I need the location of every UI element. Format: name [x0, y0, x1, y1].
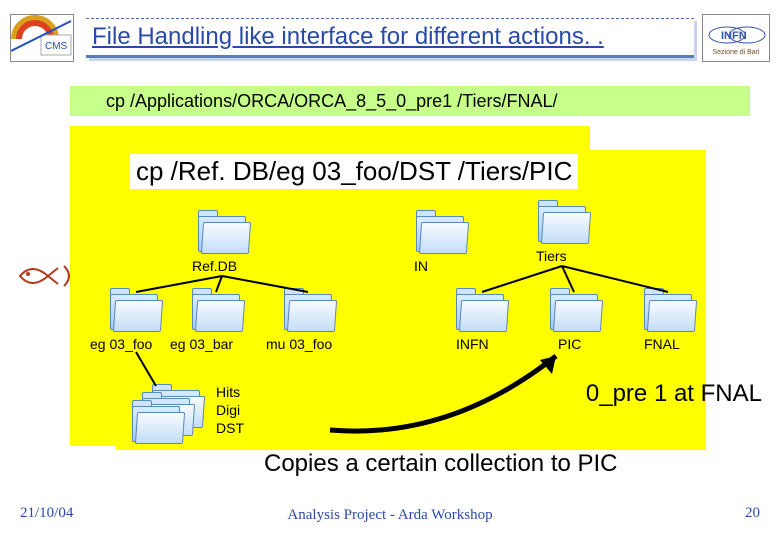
label-infn: INFN: [456, 336, 489, 352]
folder-pic: [548, 290, 604, 332]
folder-refdb: [196, 212, 252, 254]
caption-fnal: 0_pre 1 at FNAL: [586, 380, 762, 408]
cmd-bar-app: cp /Applications/ORCA/ORCA_8_5_0_pre1 /T…: [70, 86, 750, 116]
label-center-hidden: IN: [414, 258, 428, 274]
label-hits: Hits: [216, 384, 240, 400]
infn-sub: Sezione di Bari: [703, 49, 769, 56]
folder-center-hidden: [414, 212, 470, 254]
title-wrap: File Handling like interface for differe…: [86, 18, 694, 58]
cmd-app-text: cp /Applications/ORCA/ORCA_8_5_0_pre1 /T…: [106, 91, 558, 112]
label-dst: DST: [216, 420, 244, 436]
label-pic: PIC: [558, 336, 581, 352]
label-eg03foo: eg 03_foo: [90, 336, 152, 352]
infn-logo: INFN Sezione di Bari: [702, 14, 770, 62]
page-title: File Handling like interface for differe…: [92, 23, 604, 50]
svg-text:CMS: CMS: [45, 41, 68, 52]
label-mu03foo: mu 03_foo: [266, 336, 332, 352]
label-eg03bar: eg 03_bar: [170, 336, 233, 352]
folder-eg03foo: [108, 290, 164, 332]
cmd-ref: cp /Ref. DB/eg 03_foo/DST /Tiers/PIC: [130, 154, 578, 189]
folder-eg03bar: [190, 290, 246, 332]
label-fnal: FNAL: [644, 336, 680, 352]
label-refdb: Ref.DB: [192, 258, 237, 274]
folder-fnal: [642, 290, 698, 332]
folder-stack-3: [130, 402, 186, 444]
cmd-ref-text: cp /Ref. DB/eg 03_foo/DST /Tiers/PIC: [136, 156, 572, 186]
folder-mu03foo: [282, 290, 338, 332]
cms-logo: CMS: [10, 14, 74, 62]
caption-pic: Copies a certain collection to PIC: [264, 450, 618, 478]
title-bar: CMS File Handling like interface for dif…: [10, 10, 770, 66]
footer-page: 20: [745, 505, 760, 522]
svg-text:INFN: INFN: [721, 30, 747, 42]
label-tiers: Tiers: [536, 248, 567, 264]
folder-tiers: [536, 202, 592, 244]
footer-center: Analysis Project - Arda Workshop: [0, 507, 780, 524]
folder-infn: [454, 290, 510, 332]
label-digi: Digi: [216, 402, 240, 418]
fish-icon: [14, 256, 84, 305]
